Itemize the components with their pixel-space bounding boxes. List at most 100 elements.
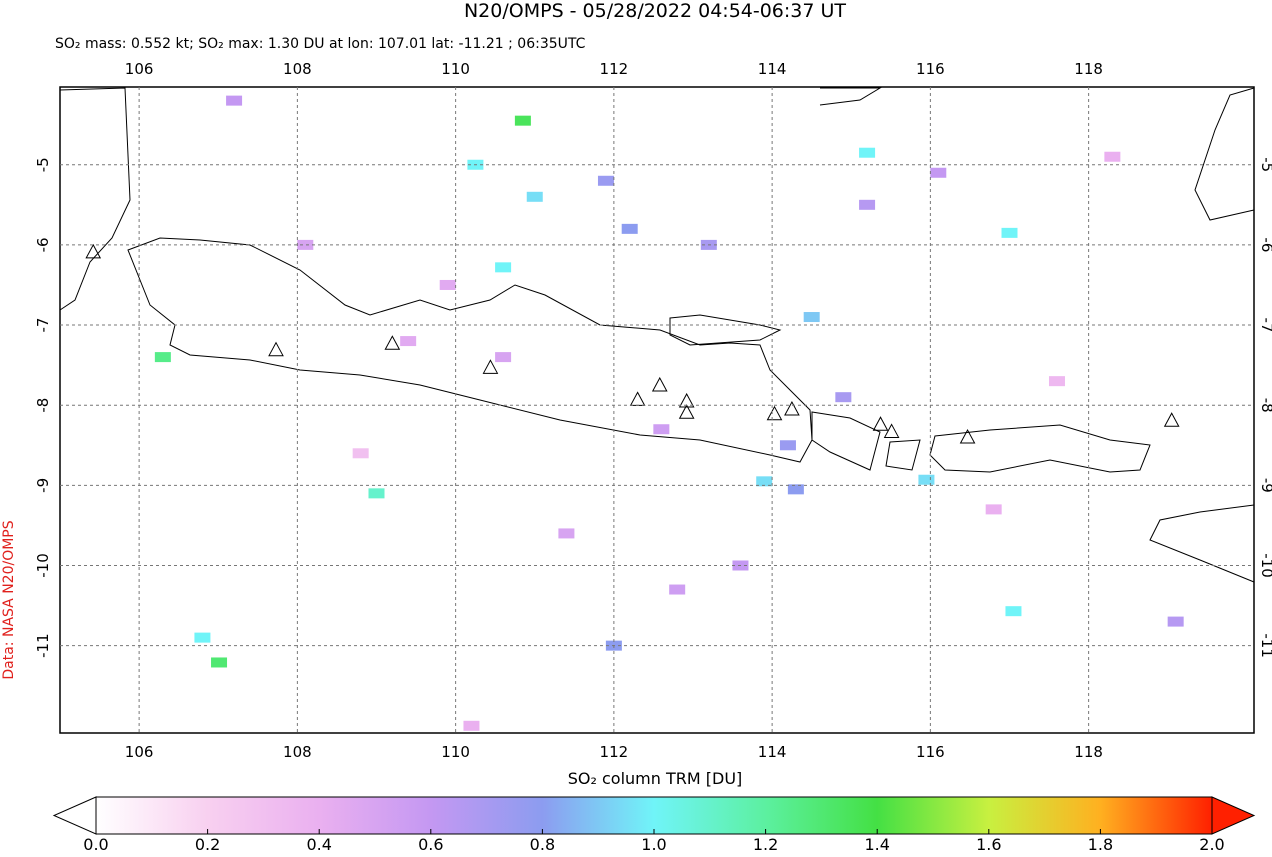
so2-pixel	[226, 95, 243, 106]
x-tick-label-top: 108	[283, 60, 312, 78]
so2-pixel	[558, 528, 575, 539]
x-tick-label-top: 116	[916, 60, 945, 78]
volcano	[629, 391, 646, 406]
subtitle: SO₂ mass: 0.552 kt; SO₂ max: 1.30 DU at …	[55, 36, 586, 52]
y-tick-label-left: -10	[34, 553, 52, 578]
coastline	[1194, 87, 1255, 221]
y-tick-label-left: -5	[34, 157, 52, 172]
volcano	[959, 428, 976, 444]
credit: Data: NASA N20/OMPS	[1, 520, 17, 679]
coastline	[669, 314, 782, 346]
x-tick-label-bottom: 116	[916, 743, 945, 761]
volcano	[766, 405, 783, 421]
so2-pixel	[194, 632, 211, 643]
so2-pixel	[514, 115, 531, 126]
so2-pixel	[779, 440, 796, 451]
so2-pixel	[621, 223, 638, 234]
colorbar-tick-label: 1.6	[976, 835, 1001, 853]
y-tick-label-right: -5	[1258, 157, 1272, 172]
y-tick-label-left: -6	[34, 237, 52, 252]
so2-pixel	[368, 488, 385, 499]
y-tick-label-right: -10	[1258, 553, 1272, 578]
so2-pixel	[495, 262, 512, 273]
so2-pixel	[495, 352, 512, 363]
y-tick-label-right: -9	[1258, 478, 1272, 493]
colorbar	[95, 796, 1213, 835]
so2-pixel	[787, 484, 804, 495]
x-tick-label-top: 114	[758, 60, 787, 78]
so2-pixel	[669, 584, 686, 595]
coastlines	[59, 87, 1255, 583]
colorbar-tick-label: 0.8	[530, 835, 555, 853]
so2-pixel	[211, 657, 228, 668]
coastline	[819, 87, 882, 106]
colorbar-tick-label: 0.0	[83, 835, 108, 853]
colorbar-tick-label: 2.0	[1199, 835, 1224, 853]
colorbar-tick-label: 1.4	[864, 835, 889, 853]
volcano	[678, 392, 695, 408]
so2-pixel	[918, 474, 935, 485]
so2-pixel	[985, 504, 1002, 515]
volcano	[268, 341, 284, 357]
colorbar-tick-label: 1.2	[753, 835, 778, 853]
y-tick-label-right: -8	[1258, 398, 1272, 413]
coastline	[929, 424, 1151, 473]
so2-pixel	[653, 424, 670, 435]
map-frame	[59, 86, 1255, 734]
so2-pixel	[803, 312, 820, 323]
x-tick-label-bottom: 108	[283, 743, 312, 761]
so2-pixel	[1005, 606, 1022, 617]
x-tick-label-top: 118	[1074, 60, 1103, 78]
so2-pixel	[352, 448, 369, 459]
colorbar-tick-label: 0.2	[195, 835, 220, 853]
volcano	[883, 423, 900, 438]
so2-pixel	[1167, 616, 1184, 627]
y-tick-label-right: -7	[1258, 318, 1272, 333]
title: N20/OMPS - 05/28/2022 04:54-06:37 UT	[464, 0, 846, 22]
so2-pixel	[526, 191, 543, 202]
so2-pixel	[1001, 227, 1018, 238]
x-tick-label-top: 110	[441, 60, 470, 78]
x-tick-label-bottom: 106	[125, 743, 154, 761]
volcano	[482, 359, 499, 374]
x-tick-label-top: 112	[600, 60, 629, 78]
so2-pixel	[1104, 151, 1121, 162]
so2-pixel	[597, 175, 614, 186]
so2-pixel	[439, 279, 456, 290]
colorbar-tick-label: 0.6	[418, 835, 443, 853]
x-tick-label-top: 106	[125, 60, 154, 78]
so2-pixel	[859, 199, 876, 210]
map	[154, 95, 1184, 731]
coastline	[59, 87, 131, 311]
colorbar-tick-label: 0.4	[306, 835, 331, 853]
x-tick-label-bottom: 110	[441, 743, 470, 761]
volcano	[85, 243, 102, 259]
volcano	[1163, 412, 1180, 427]
colorbar-tick-label: 1.0	[641, 835, 666, 853]
so2-pixel	[859, 147, 876, 158]
volcano	[678, 404, 695, 419]
colorbar-tick-label: 1.8	[1088, 835, 1113, 853]
y-tick-label-right: -11	[1258, 633, 1272, 658]
y-tick-label-left: -8	[34, 398, 52, 413]
coastline	[811, 411, 881, 471]
y-tick-label-right: -6	[1258, 237, 1272, 252]
colorbar-over	[1211, 796, 1256, 835]
y-tick-label-left: -11	[34, 633, 52, 658]
so2-pixel	[756, 476, 773, 487]
coastline	[1149, 504, 1255, 583]
y-tick-label-left: -7	[34, 318, 52, 333]
volcano	[872, 416, 889, 431]
volcano	[784, 400, 800, 416]
volcano	[651, 376, 668, 392]
y-tick-label-left: -9	[34, 478, 52, 493]
so2-pixel	[297, 239, 314, 250]
so2-pixel	[930, 167, 947, 178]
coastline	[127, 237, 813, 463]
colorbar-under	[52, 796, 97, 835]
x-tick-label-bottom: 118	[1074, 743, 1103, 761]
so2-pixel	[400, 336, 417, 347]
x-tick-label-bottom: 114	[758, 743, 787, 761]
x-tick-label-bottom: 112	[600, 743, 629, 761]
